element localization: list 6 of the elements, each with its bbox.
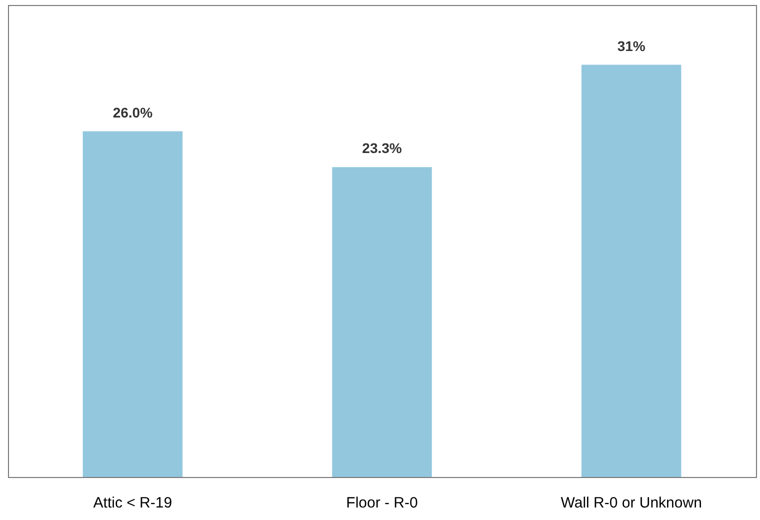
x-tick-label: Wall R-0 or Unknown (560, 494, 702, 512)
x-tick-label: Attic < R-19 (93, 494, 172, 512)
data-label: 23.3% (362, 140, 402, 156)
x-tick-label: Floor - R-0 (346, 494, 418, 512)
data-label: 31% (617, 38, 646, 54)
data-label: 26.0% (112, 104, 154, 120)
